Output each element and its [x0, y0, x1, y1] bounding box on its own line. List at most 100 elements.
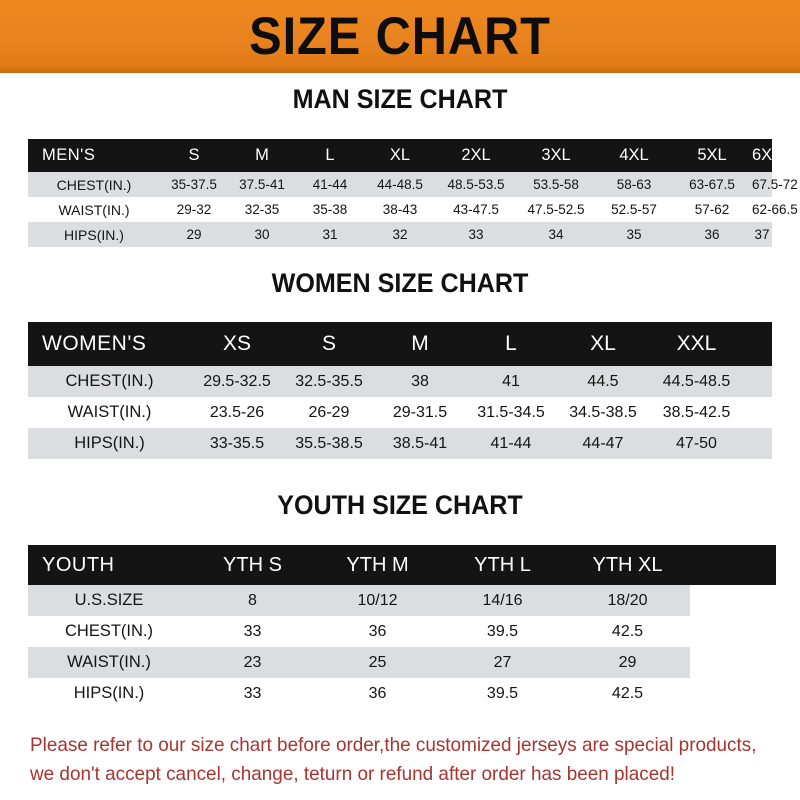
man-cell: 58-63	[596, 172, 672, 197]
man-cell: 31	[296, 222, 364, 247]
women-cell-spacer	[744, 397, 772, 428]
youth-size-header: YTH XL	[565, 545, 690, 585]
women-cell: 29.5-32.5	[191, 366, 283, 397]
table-row: U.S.SIZE 8 10/12 14/16 18/20	[28, 585, 776, 616]
women-cell: 38.5-41	[375, 428, 465, 459]
youth-cell: 8	[190, 585, 315, 616]
youth-cell-spacer	[690, 678, 776, 709]
man-cell: 35-38	[296, 197, 364, 222]
man-row-label: HIPS(IN.)	[28, 222, 160, 247]
women-row-label: HIPS(IN.)	[28, 428, 191, 459]
youth-row-label: HIPS(IN.)	[28, 678, 190, 709]
man-cell: 38-43	[364, 197, 436, 222]
man-cell: 30	[228, 222, 296, 247]
man-cell: 29-32	[160, 197, 228, 222]
women-size-header: M	[375, 322, 465, 366]
youth-cell: 36	[315, 616, 440, 647]
women-cell-spacer	[744, 366, 772, 397]
women-row-label: WAIST(IN.)	[28, 397, 191, 428]
man-size-header: 6XL	[752, 139, 781, 172]
man-size-header: S	[160, 139, 228, 172]
man-cell: 34	[516, 222, 596, 247]
women-row-label: CHEST(IN.)	[28, 366, 191, 397]
man-cell: 48.5-53.5	[436, 172, 516, 197]
youth-cell: 29	[565, 647, 690, 678]
youth-corner-label: YOUTH	[28, 545, 190, 585]
youth-cell: 25	[315, 647, 440, 678]
man-cell: 36	[672, 222, 752, 247]
youth-section-title: YOUTH SIZE CHART	[277, 490, 523, 520]
page-title: SIZE CHART	[249, 7, 551, 66]
women-size-header: XXL	[649, 322, 744, 366]
table-row: HIPS(IN.) 33 36 39.5 42.5	[28, 678, 776, 709]
man-cell: 62-66.5	[752, 197, 798, 222]
women-size-header: S	[283, 322, 375, 366]
man-cell: 35-37.5	[160, 172, 228, 197]
order-policy-note-line-1: Please refer to our size chart before or…	[30, 734, 757, 756]
youth-size-header: YTH L	[440, 545, 565, 585]
youth-row-label: U.S.SIZE	[28, 585, 190, 616]
man-row-label: CHEST(IN.)	[28, 172, 160, 197]
youth-cell: 42.5	[565, 616, 690, 647]
women-cell: 44-47	[557, 428, 649, 459]
man-table-header-row: MEN'S S M L XL 2XL 3XL 4XL 5XL 6XL	[28, 139, 781, 172]
women-cell: 29-31.5	[375, 397, 465, 428]
page-banner: SIZE CHART	[0, 0, 800, 73]
man-cell: 33	[436, 222, 516, 247]
women-cell: 31.5-34.5	[465, 397, 557, 428]
man-size-header: 3XL	[516, 139, 596, 172]
youth-cell: 14/16	[440, 585, 565, 616]
women-cell: 32.5-35.5	[283, 366, 375, 397]
youth-cell-spacer	[690, 647, 776, 678]
table-row: CHEST(IN.) 29.5-32.5 32.5-35.5 38 41 44.…	[28, 366, 772, 397]
man-cell: 35	[596, 222, 672, 247]
youth-row-label: WAIST(IN.)	[28, 647, 190, 678]
youth-size-header: YTH S	[190, 545, 315, 585]
women-size-header: XL	[557, 322, 649, 366]
youth-row-label: CHEST(IN.)	[28, 616, 190, 647]
man-cell: 37	[752, 222, 772, 247]
man-cell: 29	[160, 222, 228, 247]
man-cell: 32	[364, 222, 436, 247]
women-table-header-row: WOMEN'S XS S M L XL XXL	[28, 322, 772, 366]
table-row: WAIST(IN.) 23 25 27 29	[28, 647, 776, 678]
youth-cell: 33	[190, 678, 315, 709]
youth-cell: 27	[440, 647, 565, 678]
man-size-header: 4XL	[596, 139, 672, 172]
man-cell: 37.5-41	[228, 172, 296, 197]
man-corner-label: MEN'S	[28, 139, 160, 172]
women-cell: 34.5-38.5	[557, 397, 649, 428]
women-section-title: WOMEN SIZE CHART	[271, 268, 529, 298]
women-size-table: WOMEN'S XS S M L XL XXL CHEST(IN.) 29.5-…	[28, 322, 772, 459]
youth-cell: 10/12	[315, 585, 440, 616]
table-row: CHEST(IN.) 35-37.5 37.5-41 41-44 44-48.5…	[28, 172, 798, 197]
man-size-table: MEN'S S M L XL 2XL 3XL 4XL 5XL 6XL CHEST…	[28, 139, 798, 247]
women-cell: 38	[375, 366, 465, 397]
man-cell: 43-47.5	[436, 197, 516, 222]
man-row-label: WAIST(IN.)	[28, 197, 160, 222]
youth-cell: 39.5	[440, 616, 565, 647]
women-cell: 35.5-38.5	[283, 428, 375, 459]
youth-cell: 39.5	[440, 678, 565, 709]
youth-cell: 18/20	[565, 585, 690, 616]
man-cell: 57-62	[672, 197, 752, 222]
table-row: HIPS(IN.) 29 30 31 32 33 34 35 36 37	[28, 222, 772, 247]
man-size-table-wrapper: MEN'S S M L XL 2XL 3XL 4XL 5XL 6XL CHEST…	[28, 139, 798, 247]
man-section-title: MAN SIZE CHART	[292, 84, 508, 114]
women-size-header: L	[465, 322, 557, 366]
women-cell: 41	[465, 366, 557, 397]
women-header-spacer	[744, 322, 772, 366]
man-cell: 52.5-57	[596, 197, 672, 222]
man-size-header: L	[296, 139, 364, 172]
man-cell: 47.5-52.5	[516, 197, 596, 222]
youth-cell: 33	[190, 616, 315, 647]
women-cell: 23.5-26	[191, 397, 283, 428]
youth-cell-spacer	[690, 585, 776, 616]
table-row: WAIST(IN.) 29-32 32-35 35-38 38-43 43-47…	[28, 197, 798, 222]
man-size-header: M	[228, 139, 296, 172]
man-cell: 41-44	[296, 172, 364, 197]
youth-table-header-row: YOUTH YTH S YTH M YTH L YTH XL	[28, 545, 776, 585]
man-size-header: XL	[364, 139, 436, 172]
women-corner-label: WOMEN'S	[28, 322, 191, 366]
man-cell: 32-35	[228, 197, 296, 222]
